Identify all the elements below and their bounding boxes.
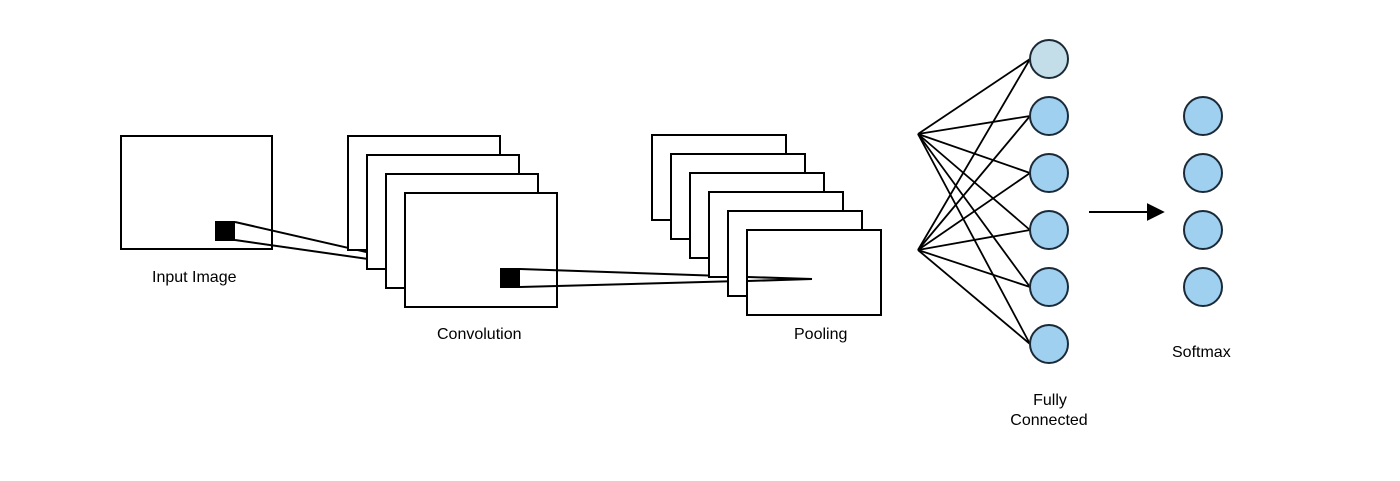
softmax-neuron [1183,153,1223,193]
fc-connection [917,133,1031,288]
input-kernel-square [215,221,235,241]
pooling-label: Pooling [794,326,847,343]
softmax-neuron [1183,267,1223,307]
conv-to-pool-line-tips [747,276,813,282]
fc-neuron [1029,324,1069,364]
conv-pool-tip-bottom [747,278,813,282]
fc-neuron [1029,267,1069,307]
input-image-label: Input Image [152,269,237,286]
fc-connection [917,249,1031,288]
convolution-label: Convolution [437,326,522,343]
fully-connected-edges [917,58,1031,345]
fc-connection [917,133,1031,345]
fc-neuron [1029,153,1069,193]
fc-connection [917,58,1031,135]
softmax-layer [1183,96,1223,307]
fully-connected-label-line1: Fully [1033,392,1067,409]
fc-connection [917,58,1031,251]
softmax-neuron [1183,210,1223,250]
fully-connected-layer [1029,39,1069,364]
pooling-stack [651,134,882,316]
pooling-feature-map [746,229,882,316]
input-image-box [120,135,273,250]
convolution-stack [347,135,558,308]
fc-connection [917,133,1031,174]
softmax-neuron [1183,96,1223,136]
convolution-kernel-square [500,268,520,288]
softmax-label: Softmax [1172,344,1231,361]
fc-neuron [1029,96,1069,136]
fc-connection [917,133,1031,231]
input-image-block [120,135,273,250]
fc-neuron [1029,210,1069,250]
fc-neuron [1029,39,1069,79]
fc-connection [917,115,1031,135]
convolution-feature-map [404,192,558,308]
fully-connected-label-line2: Connected [1010,412,1087,429]
fc-connection [917,249,1031,345]
